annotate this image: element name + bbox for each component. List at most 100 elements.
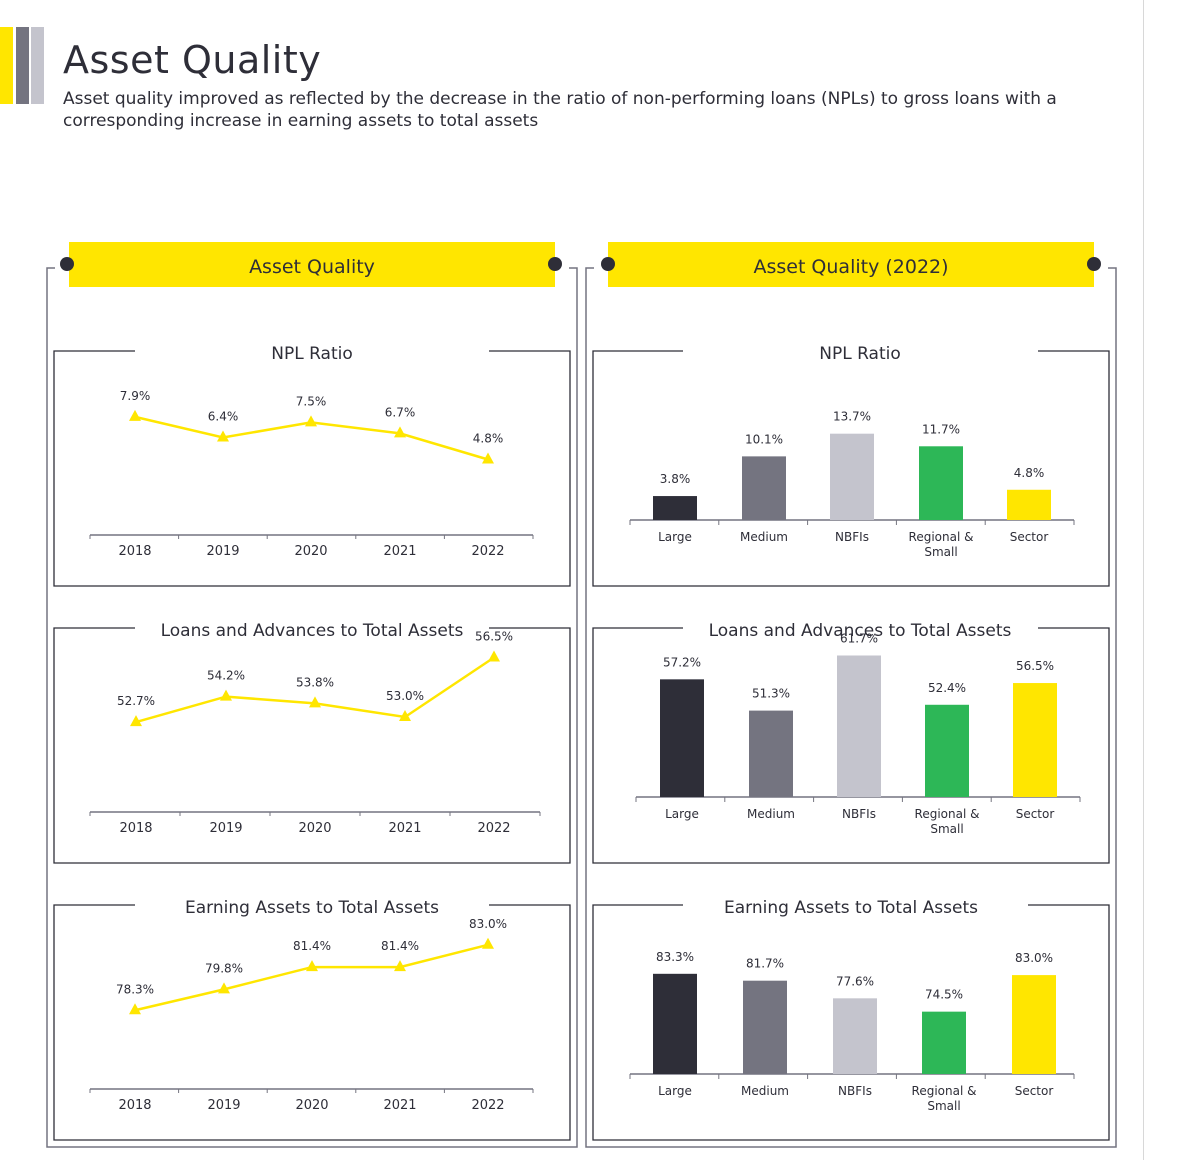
bar bbox=[743, 980, 787, 1074]
data-point-marker bbox=[394, 426, 406, 438]
x-tick-label: 2018 bbox=[118, 544, 151, 559]
category-label: NBFIs bbox=[838, 1084, 872, 1098]
chart-title: NPL Ratio bbox=[271, 344, 353, 364]
category-label: Regional & bbox=[915, 807, 980, 821]
category-label: Medium bbox=[740, 530, 788, 544]
category-label: Sector bbox=[1015, 1084, 1054, 1098]
data-label: 61.7% bbox=[840, 631, 878, 645]
data-label: 81.4% bbox=[293, 939, 331, 953]
data-point-marker bbox=[488, 650, 500, 662]
panel-dot-left bbox=[601, 257, 615, 271]
chart-box bbox=[53, 350, 571, 587]
chart-title: Earning Assets to Total Assets bbox=[724, 898, 978, 918]
x-tick-label: 2021 bbox=[383, 1098, 416, 1113]
x-tick-label: 2019 bbox=[209, 821, 242, 836]
page-subtitle: Asset quality improved as reflected by t… bbox=[63, 89, 1057, 131]
data-label: 81.4% bbox=[381, 939, 419, 953]
panel-title-bar bbox=[69, 242, 555, 287]
series-line bbox=[134, 943, 489, 1012]
chart-box bbox=[592, 627, 1110, 864]
data-label: 53.8% bbox=[296, 675, 334, 689]
data-label: 74.5% bbox=[925, 988, 963, 1002]
category-label: Sector bbox=[1010, 530, 1049, 544]
data-label: 56.5% bbox=[475, 630, 513, 644]
chart-box bbox=[53, 627, 571, 864]
data-label: 51.3% bbox=[752, 687, 790, 701]
panel-frame bbox=[585, 267, 1117, 1148]
panel-dot-right bbox=[548, 257, 562, 271]
chart-title: Loans and Advances to Total Assets bbox=[161, 621, 464, 641]
bar bbox=[653, 496, 697, 520]
data-label: 56.5% bbox=[1016, 659, 1054, 673]
data-label: 52.7% bbox=[117, 694, 155, 708]
data-point-marker bbox=[218, 982, 230, 994]
bar bbox=[1013, 683, 1057, 797]
data-point-marker bbox=[306, 960, 318, 972]
x-tick-label: 2018 bbox=[118, 1098, 151, 1113]
data-point-marker bbox=[482, 937, 494, 949]
data-label: 7.5% bbox=[296, 394, 327, 408]
data-label: 77.6% bbox=[836, 974, 874, 988]
x-tick-label: 2020 bbox=[294, 544, 327, 559]
x-tick-label: 2020 bbox=[298, 821, 331, 836]
chart-box bbox=[592, 350, 1110, 587]
data-point-marker bbox=[129, 1003, 141, 1015]
category-label: Large bbox=[665, 807, 699, 821]
category-label: Regional & bbox=[912, 1084, 977, 1098]
bar bbox=[833, 998, 877, 1074]
category-label: Small bbox=[924, 545, 957, 559]
category-label: NBFIs bbox=[835, 530, 869, 544]
x-tick-label: 2019 bbox=[207, 1098, 240, 1113]
x-tick-label: 2021 bbox=[383, 544, 416, 559]
x-tick-label: 2022 bbox=[471, 544, 504, 559]
x-tick-label: 2020 bbox=[295, 1098, 328, 1113]
panel-frame bbox=[46, 267, 578, 1148]
data-point-marker bbox=[394, 960, 406, 972]
data-point-marker bbox=[217, 430, 229, 442]
data-point-marker bbox=[129, 409, 141, 421]
x-tick-label: 2022 bbox=[471, 1098, 504, 1113]
data-label: 13.7% bbox=[833, 410, 871, 424]
category-label: Small bbox=[930, 822, 963, 836]
data-label: 7.9% bbox=[120, 389, 151, 403]
bar bbox=[742, 456, 786, 520]
data-label: 52.4% bbox=[928, 681, 966, 695]
bar bbox=[1007, 489, 1051, 520]
data-point-marker bbox=[220, 689, 232, 701]
category-label: NBFIs bbox=[842, 807, 876, 821]
bar bbox=[830, 433, 874, 520]
data-label: 83.0% bbox=[1015, 951, 1053, 965]
bar bbox=[653, 973, 697, 1074]
bar bbox=[1012, 975, 1056, 1074]
data-label: 83.3% bbox=[656, 950, 694, 964]
data-point-marker bbox=[305, 415, 317, 427]
data-label: 10.1% bbox=[745, 432, 783, 446]
data-label: 83.0% bbox=[469, 917, 507, 931]
page-title: Asset Quality bbox=[63, 38, 322, 82]
chart-box bbox=[592, 904, 1110, 1141]
accent-bar-dark-gray bbox=[16, 27, 29, 104]
x-tick-label: 2022 bbox=[477, 821, 510, 836]
category-label: Regional & bbox=[909, 530, 974, 544]
category-label: Medium bbox=[741, 1084, 789, 1098]
category-label: Small bbox=[927, 1099, 960, 1113]
chart-title: NPL Ratio bbox=[819, 344, 901, 364]
x-tick-label: 2021 bbox=[388, 821, 421, 836]
bar bbox=[749, 710, 793, 797]
chart-title: Earning Assets to Total Assets bbox=[185, 898, 439, 918]
data-point-marker bbox=[309, 696, 321, 708]
data-label: 79.8% bbox=[205, 961, 243, 975]
bar bbox=[837, 655, 881, 797]
panel-dot-right bbox=[1087, 257, 1101, 271]
chart-box bbox=[53, 904, 571, 1141]
x-tick-label: 2018 bbox=[119, 821, 152, 836]
x-tick-label: 2019 bbox=[206, 544, 239, 559]
data-label: 78.3% bbox=[116, 982, 154, 996]
data-label: 6.7% bbox=[385, 405, 416, 419]
data-label: 81.7% bbox=[746, 957, 784, 971]
data-label: 53.0% bbox=[386, 689, 424, 703]
panel-title: Asset Quality bbox=[249, 256, 375, 278]
data-label: 54.2% bbox=[207, 669, 245, 683]
data-point-marker bbox=[130, 715, 142, 727]
